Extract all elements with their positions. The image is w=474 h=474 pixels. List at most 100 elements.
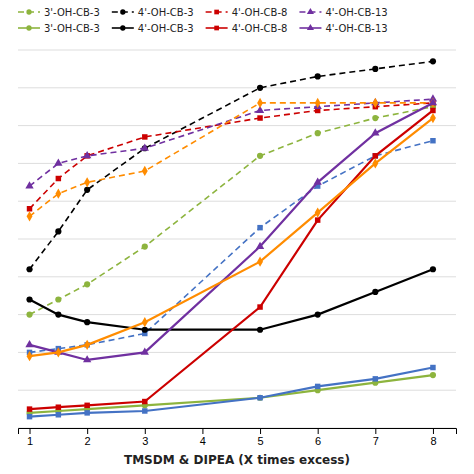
series [27,100,436,211]
series-point [56,412,61,417]
x-tick-label: 2 [85,435,91,447]
x-tick-label: 5 [257,435,263,447]
series-line [30,99,433,186]
x-tick-mark [375,428,376,434]
plot: 12345678 [18,50,457,447]
legend-entry: 4'-OH-CB-8 [206,7,288,18]
x-axis-line [19,429,457,435]
x-tick: 7 [373,428,379,447]
series-line [30,118,433,356]
series-line [30,103,433,360]
series-point [26,296,32,302]
series-point [25,340,33,347]
series-point [315,98,321,108]
series-point [315,312,321,318]
series-point [27,206,32,211]
series [27,108,436,412]
x-tick-label: 6 [315,435,321,447]
series-point [83,355,91,362]
grid-line [18,390,456,391]
series-point [373,153,378,158]
grid-line [18,163,456,164]
grid-line [18,276,456,277]
series-point [430,113,436,123]
series-point [257,304,262,309]
series-point [257,115,262,120]
series-point [373,376,378,381]
grid-line [18,239,456,240]
series-point [54,159,62,166]
series-point [26,266,32,272]
series-line [30,269,433,329]
series-point [257,225,262,230]
series-point [373,153,378,158]
series-point [55,189,61,199]
series-point [430,266,436,272]
series-point [257,327,263,333]
series-point [84,340,90,350]
series-point [142,134,147,139]
legend-label: 4'-OH-CB-8 [232,23,288,34]
series-point [315,384,320,389]
legend-marker [120,25,125,30]
legend-entry: 3'-OH-CB-3 [18,23,100,34]
series-point [142,317,148,327]
series [27,113,436,361]
series-point [84,281,90,287]
x-tick: 4 [200,428,206,447]
series [27,98,436,222]
legend-entry: 3'-OH-CB-3 [18,7,100,18]
series-point [430,365,435,370]
series-point [84,403,89,408]
series-point [372,158,378,168]
x-axis-title: TMSDM & DIPEA (X times excess) [124,453,350,467]
series-point [55,347,61,357]
series-point [430,372,436,378]
series-point [372,115,378,121]
series-point [142,327,148,333]
series-point [84,319,90,325]
grid-line [18,87,456,88]
legend-marker [307,8,314,14]
x-tick-mark [433,428,434,434]
series-point [315,130,321,136]
series-point [314,177,322,184]
x-tick-mark [30,428,31,434]
x-tick-label: 8 [430,435,436,447]
x-tick: 6 [315,428,321,447]
series-point [256,242,264,249]
series-point [84,410,89,415]
series-line [30,107,433,315]
x-axis: 12345678 [19,428,457,447]
series-point [27,406,32,411]
series-point [141,143,149,150]
series [26,58,436,272]
legend-marker [120,9,125,14]
series-point [83,151,91,158]
series-point [142,243,148,249]
series-point [55,312,61,318]
series-point [84,187,90,193]
series [27,138,436,355]
series-point [84,177,90,187]
series-point [372,66,378,72]
grid [18,50,456,428]
chart: 3'-OH-CB-3 4'-OH-CB-3 4'-OH-CB-8 4'-OH-CB-1… [0,0,474,474]
grid-line [18,314,456,315]
background [0,0,474,474]
series-point [257,85,263,91]
legend-entry: 4'-OH-CB-13 [299,23,387,34]
series [26,372,436,416]
series-line [30,375,433,413]
series-point [142,166,148,176]
legend-label: 4'-OH-CB-13 [325,7,387,18]
x-tick: 1 [27,428,33,447]
series-point [257,395,262,400]
grid-line [18,201,456,202]
series-point [27,351,33,361]
legend-marker [214,10,219,15]
legend-entry: 4'-OH-CB-3 [112,7,194,18]
legend-entry: 4'-OH-CB-8 [206,23,288,34]
series-point [430,138,435,143]
series-point [142,399,147,404]
